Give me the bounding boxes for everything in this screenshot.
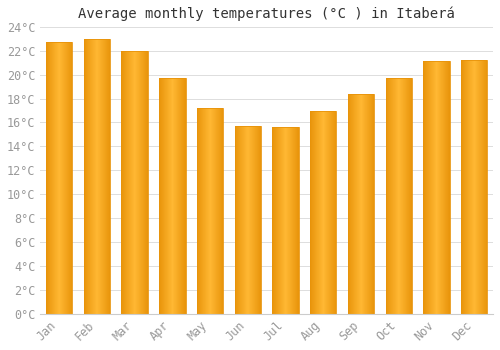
Bar: [310, 111, 336, 314]
Bar: [461, 60, 487, 314]
Bar: [159, 78, 186, 314]
Bar: [234, 126, 261, 314]
Bar: [272, 127, 299, 314]
Bar: [424, 62, 450, 314]
Bar: [122, 51, 148, 314]
Title: Average monthly temperatures (°C ) in Itaberá: Average monthly temperatures (°C ) in It…: [78, 7, 455, 21]
Bar: [46, 42, 72, 314]
Bar: [84, 39, 110, 314]
Bar: [386, 78, 412, 314]
Bar: [348, 94, 374, 314]
Bar: [197, 108, 224, 314]
